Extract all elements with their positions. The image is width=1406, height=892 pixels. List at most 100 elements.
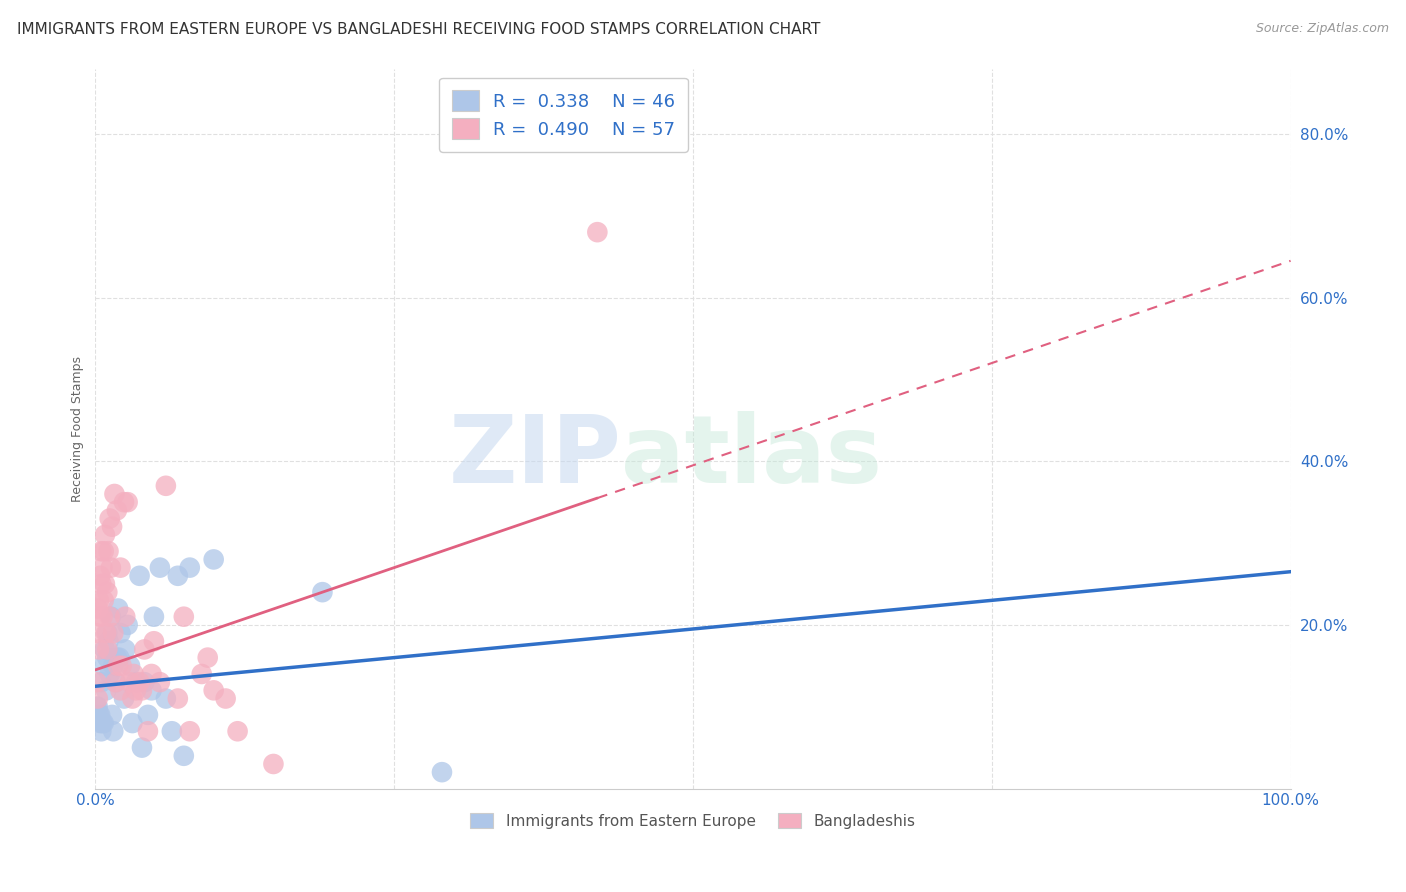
Point <box>117 495 139 509</box>
Point <box>202 552 225 566</box>
Point <box>134 675 156 690</box>
Point <box>89 609 111 624</box>
Point <box>97 634 120 648</box>
Point <box>136 707 159 722</box>
Point <box>94 683 117 698</box>
Point <box>94 577 117 591</box>
Text: ZIP: ZIP <box>449 411 621 503</box>
Point <box>98 667 121 681</box>
Point <box>103 724 125 739</box>
Point <box>89 569 111 583</box>
Point <box>90 675 112 690</box>
Text: IMMIGRANTS FROM EASTERN EUROPE VS BANGLADESHI RECEIVING FOOD STAMPS CORRELATION : IMMIGRANTS FROM EASTERN EUROPE VS BANGLA… <box>17 22 820 37</box>
Point <box>91 716 114 731</box>
Point <box>122 667 145 681</box>
Point <box>117 618 139 632</box>
Point <box>179 560 201 574</box>
Point <box>105 650 128 665</box>
Point <box>93 544 115 558</box>
Point <box>98 511 121 525</box>
Point <box>96 626 118 640</box>
Point <box>94 642 117 657</box>
Point <box>121 691 143 706</box>
Point <box>89 716 111 731</box>
Point <box>100 609 122 624</box>
Point <box>141 683 163 698</box>
Point <box>107 658 129 673</box>
Point <box>197 650 219 665</box>
Point <box>87 691 110 706</box>
Y-axis label: Receiving Food Stamps: Receiving Food Stamps <box>72 356 84 501</box>
Point <box>111 658 134 673</box>
Point <box>128 675 150 690</box>
Point <box>128 569 150 583</box>
Point <box>142 634 165 648</box>
Point <box>586 225 609 239</box>
Point <box>226 724 249 739</box>
Point <box>155 479 177 493</box>
Text: atlas: atlas <box>621 411 882 503</box>
Point <box>262 756 284 771</box>
Point <box>91 560 114 574</box>
Point <box>160 724 183 739</box>
Point <box>430 765 453 780</box>
Point <box>121 716 143 731</box>
Point <box>101 707 124 722</box>
Point <box>103 487 125 501</box>
Point <box>110 626 132 640</box>
Point <box>101 519 124 533</box>
Point <box>131 683 153 698</box>
Point <box>173 609 195 624</box>
Point <box>86 626 108 640</box>
Point <box>96 585 118 599</box>
Point <box>136 724 159 739</box>
Point <box>114 642 136 657</box>
Point <box>166 569 188 583</box>
Point <box>93 658 115 673</box>
Point <box>214 691 236 706</box>
Point <box>149 675 172 690</box>
Point <box>97 544 120 558</box>
Point <box>118 675 141 690</box>
Point <box>105 503 128 517</box>
Point <box>104 675 127 690</box>
Point <box>114 609 136 624</box>
Point <box>93 716 115 731</box>
Point <box>108 650 131 665</box>
Point <box>93 593 115 607</box>
Point <box>125 675 148 690</box>
Point <box>96 650 118 665</box>
Point <box>87 707 110 722</box>
Point <box>179 724 201 739</box>
Point <box>202 683 225 698</box>
Point <box>131 740 153 755</box>
Point <box>91 609 114 624</box>
Legend: Immigrants from Eastern Europe, Bangladeshis: Immigrants from Eastern Europe, Banglade… <box>464 806 922 835</box>
Point <box>112 495 135 509</box>
Point <box>98 609 121 624</box>
Point <box>149 560 172 574</box>
Point <box>86 675 108 690</box>
Point <box>110 683 132 698</box>
Point <box>87 601 110 615</box>
Point <box>141 667 163 681</box>
Point <box>94 626 117 640</box>
Point <box>142 609 165 624</box>
Point <box>311 585 333 599</box>
Point <box>112 691 135 706</box>
Point <box>90 577 112 591</box>
Point <box>100 560 122 574</box>
Point <box>134 642 156 657</box>
Point <box>125 683 148 698</box>
Point <box>118 658 141 673</box>
Point <box>87 699 110 714</box>
Point <box>90 544 112 558</box>
Point <box>87 642 110 657</box>
Point <box>89 707 111 722</box>
Point <box>155 691 177 706</box>
Point <box>166 691 188 706</box>
Point <box>104 675 127 690</box>
Point <box>190 667 212 681</box>
Point <box>173 748 195 763</box>
Point <box>96 642 118 657</box>
